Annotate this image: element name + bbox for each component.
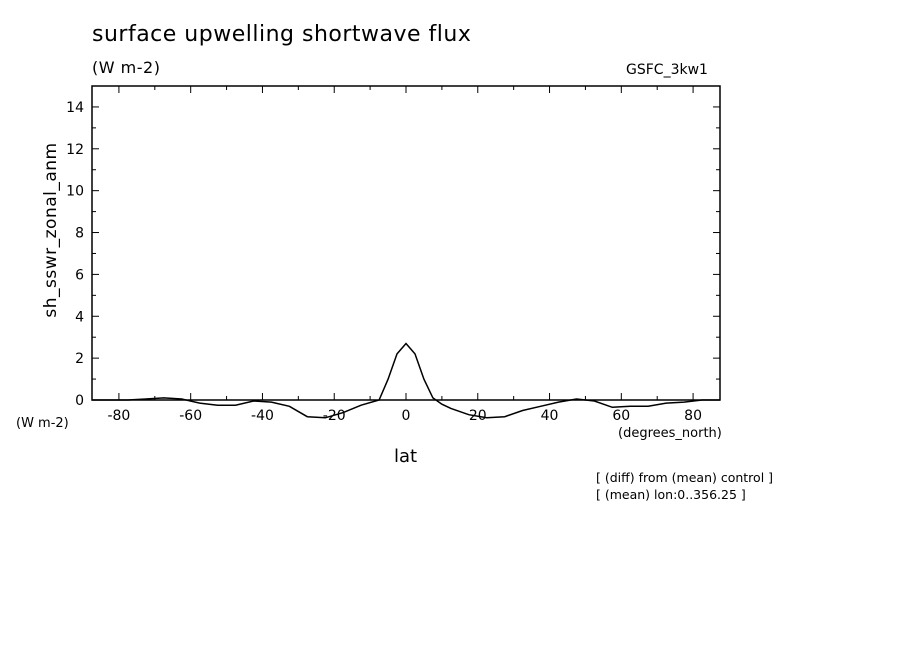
y-tick-label: 12 — [66, 142, 84, 158]
note-mean: [ (mean) lon:0..356.25 ] — [596, 487, 746, 502]
note-diff: [ (diff) from (mean) control ] — [596, 470, 774, 485]
x-tick-label: 40 — [541, 408, 559, 424]
y-tick-label: 10 — [66, 184, 84, 200]
x-axis-label: lat — [394, 446, 418, 467]
x-tick-label: -20 — [323, 408, 346, 424]
y-tick-label: 4 — [75, 309, 84, 325]
y-tick-label: 0 — [75, 393, 84, 409]
x-axis-units: (degrees_north) — [618, 426, 722, 441]
x-tick-label: -80 — [107, 408, 130, 424]
chart-title: surface upwelling shortwave flux — [92, 22, 472, 47]
y-tick-label: 6 — [75, 267, 84, 283]
x-tick-label: 0 — [402, 408, 411, 424]
x-tick-label: -40 — [251, 408, 274, 424]
x-tick-label: 80 — [684, 408, 702, 424]
x-tick-label: 60 — [612, 408, 630, 424]
series-line — [92, 342, 720, 419]
model-name: GSFC_3kw1 — [626, 62, 708, 78]
y-tick-label: 14 — [66, 100, 84, 116]
y-tick-label: 2 — [75, 351, 84, 367]
plot-frame — [91, 85, 721, 401]
x-tick-label: -60 — [179, 408, 202, 424]
chart-units: (W m-2) — [92, 58, 161, 77]
y-axis-units: (W m-2) — [16, 416, 69, 431]
y-tick-label: 8 — [75, 226, 84, 242]
